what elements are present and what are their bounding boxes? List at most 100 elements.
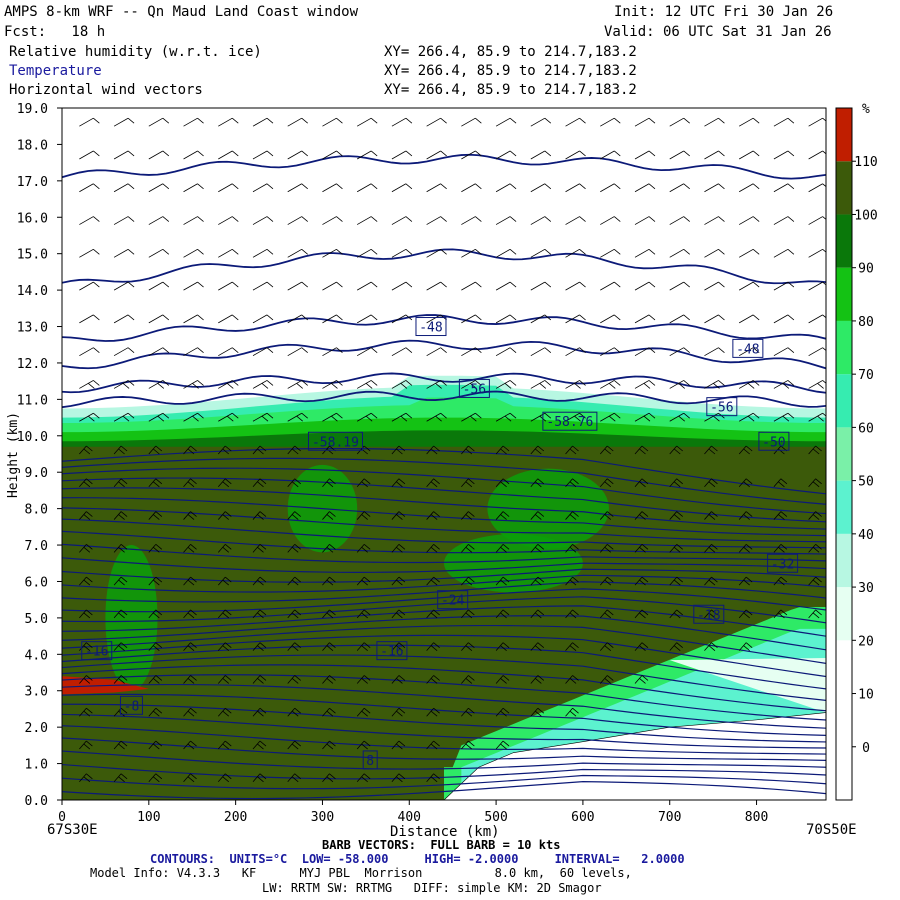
temp-contour-upper-5 [62, 390, 826, 409]
wind-barb [495, 248, 517, 258]
wind-barb [704, 183, 725, 193]
wind-barb [79, 675, 93, 684]
wind-barb [600, 248, 621, 258]
y-tick-label: 14.0 [17, 284, 48, 299]
wind-barb [391, 609, 406, 619]
contour-label-text: -16 [85, 645, 108, 660]
wind-barb [391, 216, 413, 225]
wind-barb [669, 281, 690, 291]
wind-barb [113, 544, 128, 553]
colorbar-label: 50 [858, 475, 874, 490]
wind-barb [391, 314, 413, 324]
wind-barb [113, 609, 128, 619]
colorbar-label: 30 [858, 581, 874, 596]
wind-barb [148, 445, 163, 455]
wind-barb [634, 544, 649, 553]
wind-barbs [79, 117, 826, 783]
wind-barb [217, 609, 232, 619]
wind-barb [530, 347, 552, 357]
y-tick-label: 15.0 [17, 248, 48, 263]
wind-barb [252, 609, 267, 619]
wind-barb [461, 511, 475, 520]
x-tick-label: 800 [745, 810, 768, 825]
wind-barb [113, 117, 135, 127]
wind-barb [322, 576, 336, 586]
wind-barb [426, 380, 447, 389]
wind-barb [322, 117, 343, 127]
wind-barb [669, 609, 683, 619]
wind-barb [704, 478, 718, 488]
wind-barb [495, 609, 510, 619]
wind-barb [808, 445, 822, 455]
wind-barb [599, 609, 614, 619]
wind-barb [287, 740, 301, 750]
wind-barb [183, 707, 197, 717]
wind-barb [565, 117, 586, 127]
wind-barb [322, 740, 336, 750]
wind-barb [565, 347, 586, 357]
wind-barb [183, 773, 197, 783]
wind-barb [565, 642, 579, 651]
wind-barb [322, 707, 336, 717]
temp-contour-22 [62, 664, 826, 712]
wind-barb [565, 183, 586, 193]
x-axis: 0 100 200 300 400 500 600 700 800 [58, 800, 768, 825]
wind-barb [704, 642, 718, 651]
wind-barb [113, 216, 135, 225]
temp-contour-21 [62, 654, 826, 701]
wind-barb [113, 511, 128, 520]
contour-legend: CONTOURS: UNITS=°C LOW= -58.000 HIGH= -2… [150, 852, 685, 866]
wind-barb [530, 248, 552, 258]
wind-barb [391, 445, 406, 455]
wind-barb [391, 478, 406, 488]
temp-contour-31 [62, 763, 826, 780]
wind-barb [391, 511, 406, 520]
wind-barb [669, 445, 683, 455]
wind-barb [148, 183, 170, 193]
wind-barb [148, 511, 163, 520]
field-wind-xy: XY= 266.4, 85.9 to 214.7,183.2 [384, 82, 637, 98]
temp-contour-3 [62, 477, 826, 523]
temp-contour-27 [62, 713, 826, 749]
wind-barb [530, 675, 545, 684]
wind-barb [530, 445, 545, 455]
wind-barb [356, 183, 378, 193]
wind-barb [530, 642, 545, 651]
wind-barb [426, 412, 447, 422]
wind-barb [530, 216, 552, 225]
contour-label: -56 [706, 397, 738, 417]
wind-barb [322, 412, 343, 422]
x-tick-label: 600 [571, 810, 594, 825]
wind-barb [773, 478, 788, 488]
wind-barb [461, 314, 482, 324]
wind-barb [148, 576, 163, 586]
wind-barb [704, 314, 725, 324]
contour-label-text: -56 [463, 382, 486, 397]
wind-barb [704, 576, 718, 586]
wind-barb [217, 544, 232, 553]
wind-barb [565, 544, 579, 553]
wind-barb [322, 314, 343, 324]
wind-barb [426, 183, 447, 193]
wind-barb [356, 117, 378, 127]
wind-barb [738, 412, 760, 422]
colorbar: 0 10 20 30 40 50 60 70 80 90 100 110 [835, 107, 878, 801]
wind-barb [391, 183, 413, 193]
wind-barb [426, 347, 447, 357]
wind-barb [738, 380, 760, 389]
contour-label-box [362, 750, 378, 770]
wind-barb [252, 314, 274, 324]
temp-contour-8 [62, 530, 826, 555]
wind-barb [183, 576, 197, 586]
wind-barb [183, 216, 204, 225]
forecast-hour: Fcst: 18 h [4, 24, 106, 40]
wind-barb [218, 314, 239, 324]
temp-contour-upper-1 [62, 248, 826, 285]
y-tick-label: 11.0 [17, 393, 48, 408]
temp-contour-29 [62, 737, 826, 761]
contour-label-box [437, 590, 469, 610]
wind-barb [738, 183, 760, 193]
colorbar-label: 100 [854, 208, 877, 223]
wind-barb [426, 248, 447, 258]
